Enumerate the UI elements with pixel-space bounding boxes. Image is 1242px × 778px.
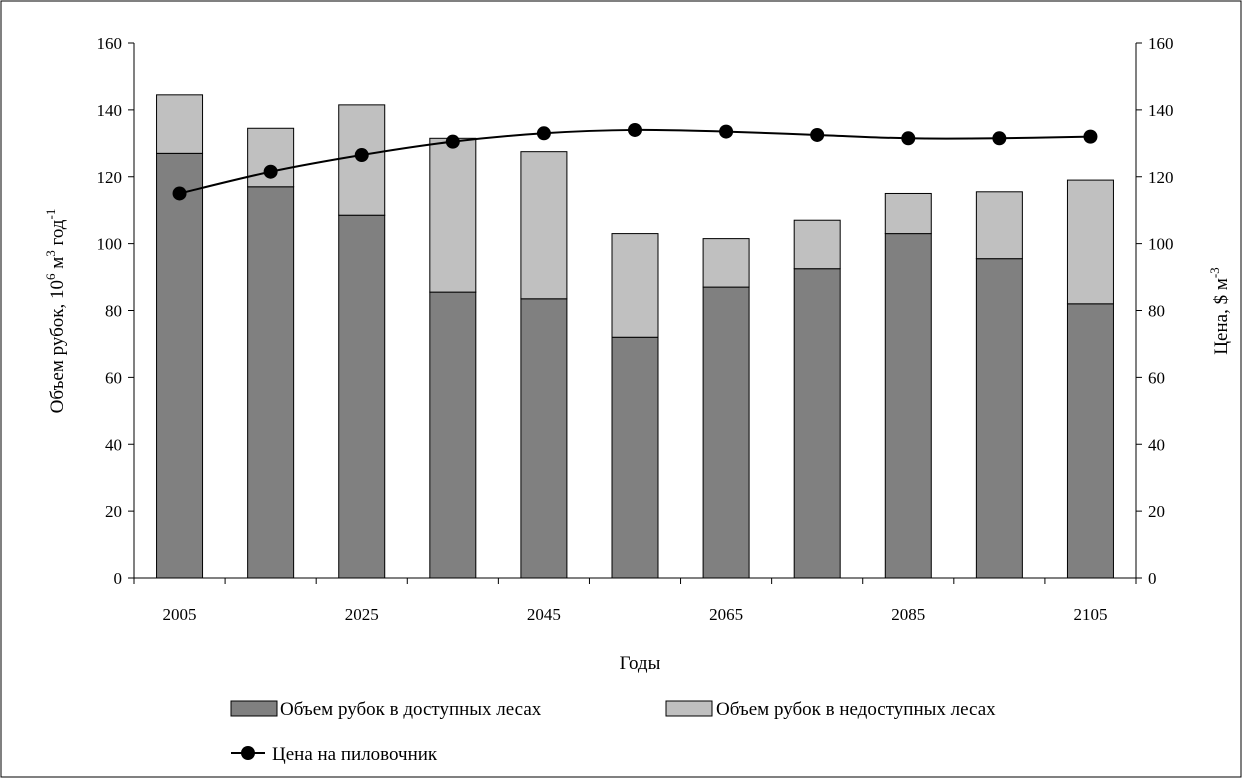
- price-point-2005: [172, 186, 187, 201]
- y-axis-title: Объем рубок, 106 м3 год-1: [43, 209, 68, 414]
- bar-accessible-2055: [611, 336, 659, 579]
- y2-tick-label-0: 0: [1148, 569, 1157, 588]
- y2-tick-label-80: 80: [1148, 302, 1165, 321]
- y-tick-label-80: 80: [105, 302, 122, 321]
- price-point-2045: [536, 126, 551, 141]
- y-tick-label-40: 40: [105, 435, 122, 454]
- bar-accessible-2085: [884, 233, 932, 579]
- x-tick-label-2105: 2105: [1073, 605, 1107, 624]
- bar-accessible-2005: [156, 152, 204, 579]
- price-point-2085: [901, 131, 916, 146]
- bar-inaccessible-2105: [1066, 179, 1114, 305]
- y-tick-label-120: 120: [97, 168, 123, 187]
- bar-inaccessible-2085: [884, 192, 932, 235]
- legend-marker-price: [241, 746, 255, 760]
- bar-accessible-2075: [793, 268, 841, 579]
- price-point-2015: [263, 164, 278, 179]
- y2-tick-label-160: 160: [1148, 34, 1174, 53]
- y-tick-label-160: 160: [97, 34, 123, 53]
- x-tick-label-2025: 2025: [345, 605, 379, 624]
- y2-tick-label-20: 20: [1148, 502, 1165, 521]
- legend-label-accessible: Объем рубок в доступных лесах: [280, 699, 542, 720]
- legend-swatch-inaccessible: [665, 700, 713, 717]
- x-tick-label-2085: 2085: [891, 605, 925, 624]
- y2-axis-title-sup: -3: [1207, 267, 1222, 278]
- y2-tick-label-100: 100: [1148, 235, 1174, 254]
- y-axis-title-sup-1: 6: [43, 273, 58, 280]
- bar-accessible-2095: [975, 258, 1023, 579]
- y-tick-label-20: 20: [105, 502, 122, 521]
- bar-inaccessible-2005: [156, 94, 204, 154]
- bar-inaccessible-2055: [611, 233, 659, 338]
- y-tick-label-0: 0: [114, 569, 123, 588]
- price-point-2075: [810, 127, 825, 142]
- x-tick-label-2065: 2065: [709, 605, 743, 624]
- price-line-group: [172, 122, 1098, 201]
- bar-accessible-2105: [1066, 303, 1114, 579]
- bar-accessible-2065: [702, 286, 750, 579]
- bar-inaccessible-2095: [975, 191, 1023, 260]
- price-point-2025: [354, 148, 369, 163]
- bar-inaccessible-2045: [520, 151, 568, 300]
- y2-tick-label-40: 40: [1148, 435, 1165, 454]
- bar-inaccessible-2075: [793, 219, 841, 270]
- bar-accessible-2045: [520, 298, 568, 579]
- bar-accessible-2035: [429, 291, 477, 579]
- y2-tick-label-120: 120: [1148, 168, 1174, 187]
- y2-tick-label-140: 140: [1148, 101, 1174, 120]
- legend: Объем рубок в доступных лесах Объем рубо…: [230, 699, 996, 765]
- legend-swatch-accessible: [230, 700, 278, 717]
- price-point-2035: [445, 134, 460, 149]
- bars-group: [156, 94, 1114, 579]
- y2-tick-label-60: 60: [1148, 368, 1165, 387]
- legend-label-price: Цена на пиловочник: [272, 744, 438, 765]
- price-point-2065: [719, 124, 734, 139]
- price-point-2105: [1083, 129, 1098, 144]
- x-tick-label-2045: 2045: [527, 605, 561, 624]
- y-axis-title-sup-2: 3: [43, 250, 58, 257]
- price-point-2055: [628, 122, 642, 137]
- y2-axis-title: Цена, $ м-3: [1207, 267, 1232, 354]
- legend-label-inaccessible: Объем рубок в недоступных лесах: [716, 699, 996, 720]
- x-tick-label-2005: 2005: [163, 605, 197, 624]
- bar-inaccessible-2065: [702, 238, 750, 288]
- axes-group: 0 20 40 60 80 100 120 140 160 0 20 40 60 80 100 120 140 1…: [97, 34, 1174, 624]
- bar-accessible-2015: [247, 186, 295, 579]
- y-tick-label-60: 60: [105, 368, 122, 387]
- y-axis-title-sup-3: -1: [43, 209, 58, 220]
- bar-inaccessible-2035: [429, 137, 477, 293]
- price-point-2095: [992, 131, 1007, 146]
- y-tick-label-100: 100: [97, 235, 123, 254]
- x-axis-title: Годы: [620, 653, 661, 674]
- y-tick-label-140: 140: [97, 101, 123, 120]
- bar-accessible-2025: [338, 214, 386, 579]
